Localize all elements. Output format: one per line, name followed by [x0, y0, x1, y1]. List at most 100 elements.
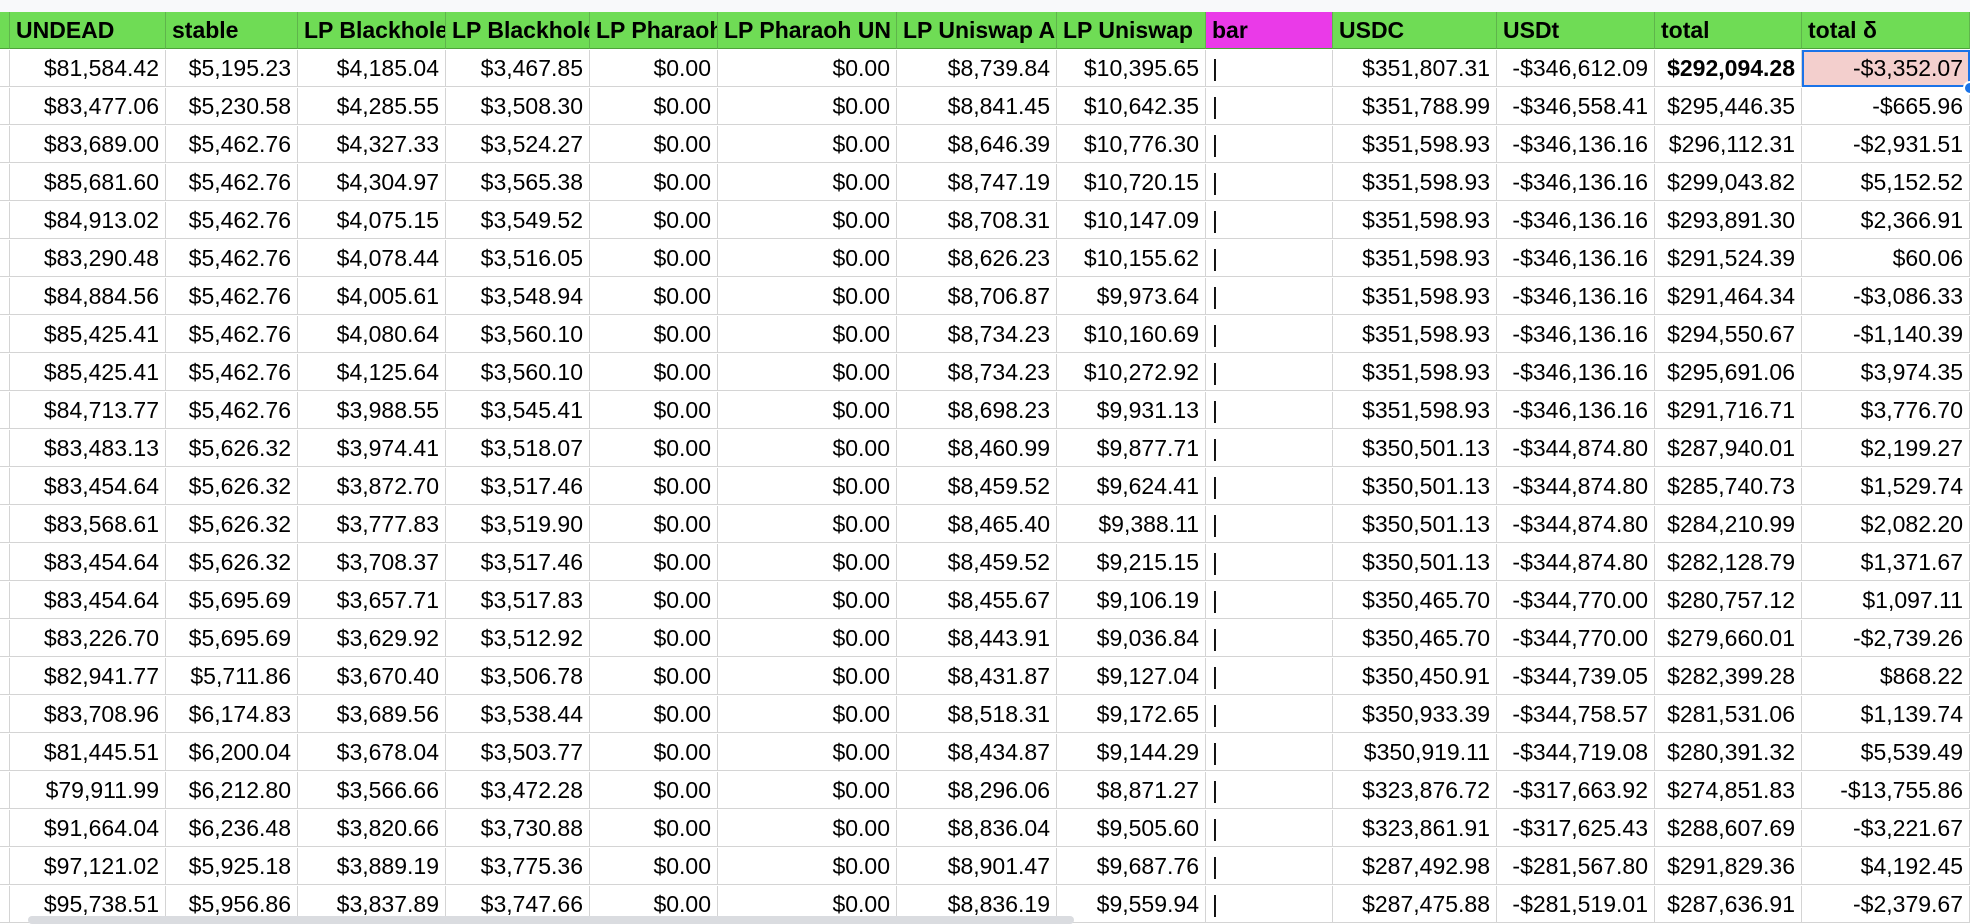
table-cell[interactable]: -$2,379.67	[1802, 886, 1970, 923]
table-cell[interactable]: $9,559.94	[1057, 886, 1206, 923]
table-cell[interactable]: -$346,136.16	[1497, 202, 1655, 239]
cell-edge[interactable]	[0, 696, 10, 733]
table-cell[interactable]: $83,708.96	[10, 696, 166, 733]
table-cell[interactable]: $3,689.56	[298, 696, 446, 733]
table-cell[interactable]: $3,889.19	[298, 848, 446, 885]
table-cell[interactable]: $0.00	[590, 202, 718, 239]
table-cell[interactable]: $291,464.34	[1655, 278, 1802, 315]
table-cell[interactable]: $351,788.99	[1333, 88, 1497, 125]
table-cell[interactable]: $2,366.91	[1802, 202, 1970, 239]
table-cell[interactable]: $350,450.91	[1333, 658, 1497, 695]
table-cell[interactable]: $0.00	[718, 126, 897, 163]
table-cell[interactable]: $3,503.77	[446, 734, 590, 771]
table-cell[interactable]: $287,636.91	[1655, 886, 1802, 923]
table-cell[interactable]: $8,518.31	[897, 696, 1057, 733]
table-cell[interactable]: $0.00	[718, 354, 897, 391]
bar-cell[interactable]: |	[1206, 278, 1333, 315]
table-cell[interactable]: $83,454.64	[10, 582, 166, 619]
table-cell[interactable]: $3,524.27	[446, 126, 590, 163]
cell-edge[interactable]	[0, 620, 10, 657]
table-cell[interactable]: $0.00	[718, 430, 897, 467]
table-cell[interactable]: $8,443.91	[897, 620, 1057, 657]
table-cell[interactable]: $0.00	[718, 620, 897, 657]
table-cell[interactable]: $0.00	[590, 696, 718, 733]
table-cell[interactable]: $280,391.32	[1655, 734, 1802, 771]
table-cell[interactable]: $284,210.99	[1655, 506, 1802, 543]
bar-cell[interactable]: |	[1206, 544, 1333, 581]
table-cell[interactable]: $5,626.32	[166, 506, 298, 543]
table-cell[interactable]: $0.00	[718, 202, 897, 239]
table-cell[interactable]: $3,545.41	[446, 392, 590, 429]
table-cell[interactable]: $5,695.69	[166, 620, 298, 657]
column-header-cell[interactable]: UNDEAD	[10, 12, 166, 49]
cell-edge[interactable]	[0, 544, 10, 581]
table-cell[interactable]: $2,199.27	[1802, 430, 1970, 467]
table-cell[interactable]: -$346,558.41	[1497, 88, 1655, 125]
table-cell[interactable]: $4,125.64	[298, 354, 446, 391]
table-cell[interactable]: $5,462.76	[166, 202, 298, 239]
table-cell[interactable]: $3,730.88	[446, 810, 590, 847]
table-cell[interactable]: $5,462.76	[166, 164, 298, 201]
cell-edge[interactable]	[0, 88, 10, 125]
table-cell[interactable]: -$344,874.80	[1497, 468, 1655, 505]
table-cell[interactable]: $3,988.55	[298, 392, 446, 429]
table-cell[interactable]: $8,706.87	[897, 278, 1057, 315]
table-cell[interactable]: $0.00	[718, 506, 897, 543]
table-cell[interactable]: $351,598.93	[1333, 354, 1497, 391]
table-cell[interactable]: $3,820.66	[298, 810, 446, 847]
bar-cell[interactable]: |	[1206, 354, 1333, 391]
table-cell[interactable]: $3,776.70	[1802, 392, 1970, 429]
table-cell[interactable]: $84,713.77	[10, 392, 166, 429]
table-cell[interactable]: $351,598.93	[1333, 164, 1497, 201]
header-cell-edge[interactable]	[0, 12, 10, 49]
table-cell[interactable]: $3,565.38	[446, 164, 590, 201]
table-cell[interactable]: $8,734.23	[897, 354, 1057, 391]
table-cell[interactable]: $0.00	[590, 392, 718, 429]
bar-cell[interactable]: |	[1206, 810, 1333, 847]
table-cell[interactable]: $81,584.42	[10, 50, 166, 87]
table-cell[interactable]: $274,851.83	[1655, 772, 1802, 809]
table-cell[interactable]: $0.00	[590, 354, 718, 391]
table-cell[interactable]: $10,155.62	[1057, 240, 1206, 277]
table-cell[interactable]: $351,598.93	[1333, 392, 1497, 429]
table-cell[interactable]: $82,941.77	[10, 658, 166, 695]
table-cell[interactable]: $282,399.28	[1655, 658, 1802, 695]
table-cell[interactable]: $8,901.47	[897, 848, 1057, 885]
bar-cell[interactable]: |	[1206, 392, 1333, 429]
table-cell[interactable]: $3,777.83	[298, 506, 446, 543]
table-cell[interactable]: $5,462.76	[166, 354, 298, 391]
table-cell[interactable]: $8,871.27	[1057, 772, 1206, 809]
table-cell[interactable]: $8,739.84	[897, 50, 1057, 87]
column-header-cell[interactable]: USDt	[1497, 12, 1655, 49]
table-cell[interactable]: $1,371.67	[1802, 544, 1970, 581]
table-cell[interactable]: $5,711.86	[166, 658, 298, 695]
table-cell[interactable]: $3,560.10	[446, 316, 590, 353]
table-cell[interactable]: $9,106.19	[1057, 582, 1206, 619]
table-cell[interactable]: $3,549.52	[446, 202, 590, 239]
table-cell[interactable]: -$344,739.05	[1497, 658, 1655, 695]
table-cell[interactable]: $8,431.87	[897, 658, 1057, 695]
table-cell[interactable]: -$2,931.51	[1802, 126, 1970, 163]
table-cell[interactable]: -$344,874.80	[1497, 430, 1655, 467]
table-cell[interactable]: $0.00	[718, 734, 897, 771]
bar-cell[interactable]: |	[1206, 202, 1333, 239]
table-cell[interactable]: $288,607.69	[1655, 810, 1802, 847]
table-cell[interactable]: $350,501.13	[1333, 468, 1497, 505]
table-cell[interactable]: $5,695.69	[166, 582, 298, 619]
table-cell[interactable]: -$344,770.00	[1497, 582, 1655, 619]
table-cell[interactable]: $6,212.80	[166, 772, 298, 809]
table-cell[interactable]: $9,624.41	[1057, 468, 1206, 505]
table-cell[interactable]: $291,716.71	[1655, 392, 1802, 429]
cell-edge[interactable]	[0, 316, 10, 353]
table-cell[interactable]: -$346,136.16	[1497, 240, 1655, 277]
bar-cell[interactable]: |	[1206, 468, 1333, 505]
table-cell[interactable]: $3,518.07	[446, 430, 590, 467]
table-cell[interactable]: $294,550.67	[1655, 316, 1802, 353]
table-cell[interactable]: $8,747.19	[897, 164, 1057, 201]
table-cell[interactable]: $0.00	[590, 50, 718, 87]
table-cell[interactable]: $4,078.44	[298, 240, 446, 277]
bar-cell[interactable]: |	[1206, 582, 1333, 619]
table-cell[interactable]: $3,508.30	[446, 88, 590, 125]
table-cell[interactable]: $295,691.06	[1655, 354, 1802, 391]
